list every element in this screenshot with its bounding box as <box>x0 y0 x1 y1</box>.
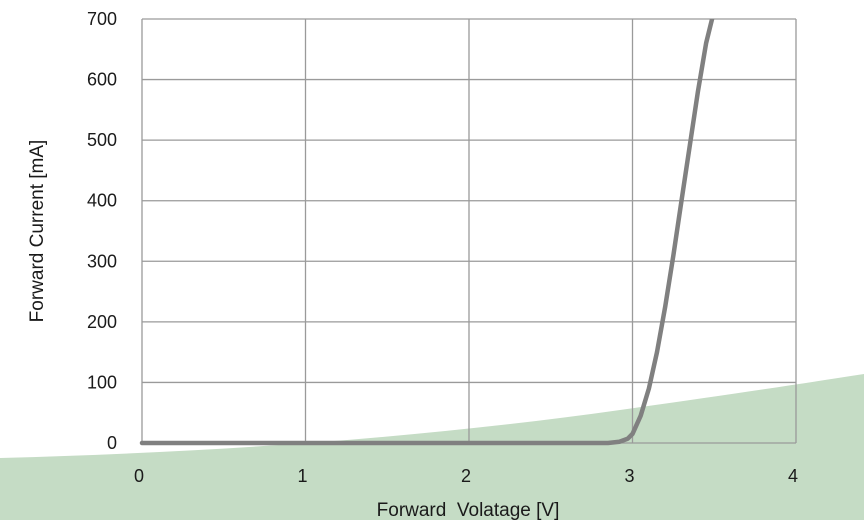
y-tick-label: 600 <box>87 70 117 90</box>
y-tick-label: 100 <box>87 372 117 392</box>
y-tick-label: 700 <box>87 9 117 29</box>
x-tick-label: 1 <box>297 466 307 486</box>
x-tick-label: 3 <box>624 466 634 486</box>
x-axis-title: Forward Volatage [V] <box>377 500 560 520</box>
x-tick-label: 4 <box>788 466 798 486</box>
x-tick-label: 2 <box>461 466 471 486</box>
y-tick-label: 0 <box>107 433 117 453</box>
y-axis-title: Forward Current [mA] <box>27 140 48 323</box>
series-line <box>139 19 715 446</box>
y-tick-labels: 0 100 200 300 400 500 600 700 <box>87 9 117 453</box>
grid <box>141 18 797 444</box>
series-layer <box>139 19 715 446</box>
y-tick-label: 200 <box>87 312 117 332</box>
x-tick-labels: 0 1 2 3 4 <box>134 466 798 486</box>
y-tick-label: 400 <box>87 191 117 211</box>
y-tick-label: 300 <box>87 251 117 271</box>
y-tick-label: 500 <box>87 130 117 150</box>
x-tick-label: 0 <box>134 466 144 486</box>
background-wave <box>0 374 864 520</box>
